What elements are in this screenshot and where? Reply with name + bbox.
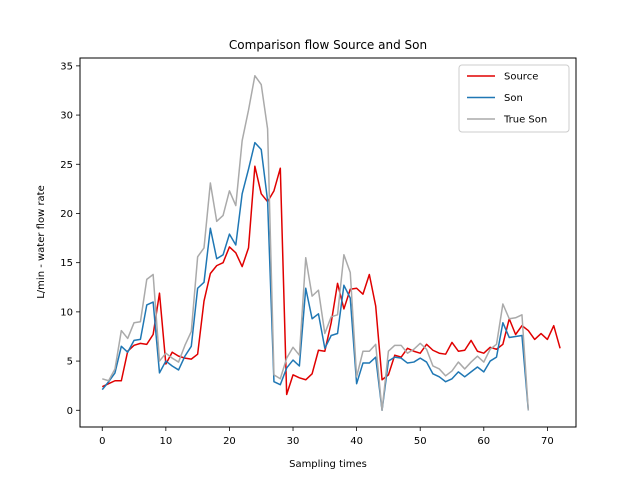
x-tick-label: 50 <box>414 436 427 447</box>
series-layer <box>101 74 561 412</box>
x-tick-label: 10 <box>159 436 172 447</box>
x-axis-label: Sampling times <box>289 459 367 470</box>
y-tick-label: 0 <box>67 406 73 417</box>
x-tick-label: 20 <box>223 436 236 447</box>
x-tick-label: 40 <box>350 436 363 447</box>
y-tick-label: 30 <box>60 111 73 122</box>
series-line-son <box>101 141 530 412</box>
y-tick-label: 15 <box>60 258 73 269</box>
legend-entry: Source <box>504 72 538 83</box>
y-tick-label: 5 <box>67 357 73 368</box>
legend-entry: True Son <box>503 115 547 126</box>
x-tick-label: 70 <box>541 436 554 447</box>
series-line-true-son <box>102 74 530 412</box>
plot-frame <box>79 57 577 428</box>
legend: Source Son True Son <box>458 64 570 133</box>
x-tick-label: 30 <box>287 436 300 447</box>
legend-entry: Son <box>504 93 523 104</box>
series-line-source <box>101 165 561 396</box>
y-axis: 0 5 10 15 20 25 30 35 <box>60 61 80 417</box>
y-tick-label: 10 <box>60 307 73 318</box>
y-tick-label: 25 <box>60 160 73 171</box>
y-axis-label: L/min - water flow rate <box>36 185 47 299</box>
legend-box <box>458 64 570 133</box>
chart-title: Comparison flow Source and Son <box>229 38 427 52</box>
y-tick-label: 35 <box>60 61 73 72</box>
y-tick-label: 20 <box>60 209 73 220</box>
x-tick-label: 60 <box>477 436 490 447</box>
x-tick-label: 0 <box>99 436 105 447</box>
x-axis: 0 10 20 30 40 50 60 70 <box>99 427 554 447</box>
